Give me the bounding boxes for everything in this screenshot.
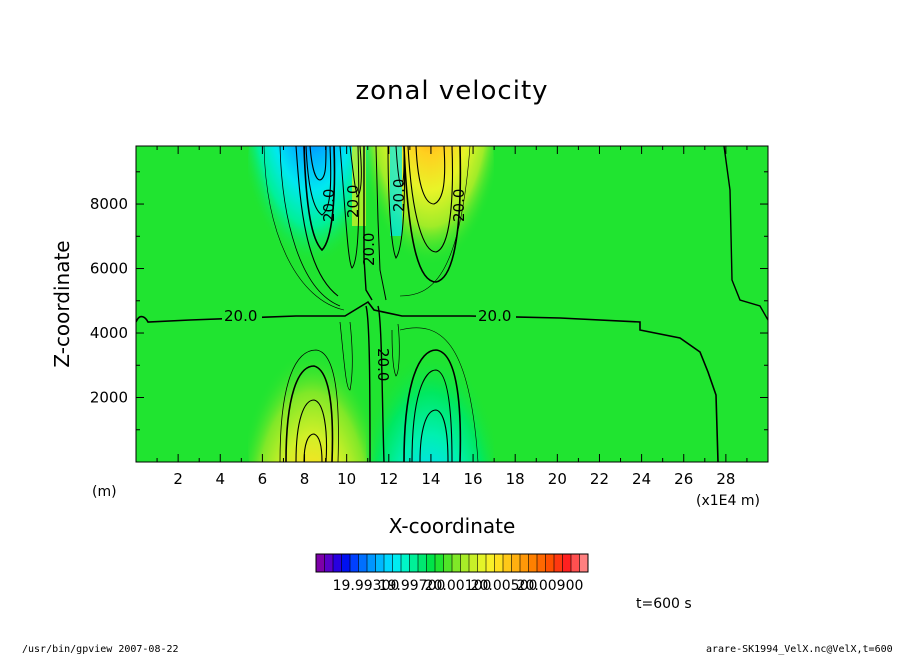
x-tick-label: 18: [506, 470, 525, 488]
colorbar-swatch: [460, 554, 470, 572]
contour-label-group: 20.0 20.0 20.0 20.0 20.0 20.0 20.0 20.0: [222, 179, 516, 381]
x-tick-label: 26: [674, 470, 693, 488]
y-axis-label: Z-coordinate: [50, 240, 74, 368]
contour-label: 20.0: [224, 307, 257, 325]
x-tick-label: 10: [337, 470, 356, 488]
colorbar-swatch: [469, 554, 478, 572]
colorbar-swatch: [358, 554, 368, 572]
chart-title: zonal velocity: [355, 76, 549, 106]
contour-label: 20.0: [478, 307, 511, 325]
contour-label: 20.0: [360, 233, 378, 266]
colorbar-frame: [315, 553, 589, 573]
colorbar-swatch: [494, 554, 504, 572]
x-tick-label: 6: [258, 470, 268, 488]
colorbar-swatch: [350, 554, 359, 572]
colorbar-swatch: [486, 554, 495, 572]
x-tick-label: 24: [632, 470, 651, 488]
colorbar-swatch: [443, 554, 453, 572]
x-tick-label: 12: [379, 470, 398, 488]
x-tick-label: 28: [716, 470, 735, 488]
colorbar-swatch: [426, 554, 436, 572]
colorbar-swatch: [333, 554, 342, 572]
colorbar-swatch: [384, 554, 393, 572]
colorbar-swatch: [452, 554, 461, 572]
x-tick-label: 8: [300, 470, 310, 488]
min-region-lower-right: [366, 300, 494, 462]
y-tick-label: 4000: [90, 324, 128, 342]
min-region-upper-left: [248, 146, 376, 320]
contour-label: 20.0: [450, 189, 468, 222]
colorbar-swatch: [435, 554, 444, 572]
colorbar-tick-label: 20.00500: [471, 578, 538, 594]
x-tick-label: 22: [590, 470, 609, 488]
colorbar-swatch: [316, 554, 325, 572]
colorbar-tick-label: 19.99300: [333, 578, 400, 594]
x-tick-label: 4: [215, 470, 225, 488]
colorbar-swatch: [409, 554, 419, 572]
colorbar-swatch: [554, 554, 563, 572]
x-axis-label: X-coordinate: [388, 514, 516, 538]
colorbar-swatch: [545, 554, 555, 572]
colorbar-swatch: [324, 554, 334, 572]
contour-label: 20.0: [344, 185, 362, 218]
x-tick-label: 2: [173, 470, 183, 488]
max-region-upper-right: [366, 146, 494, 320]
colorbar-swatch: [375, 554, 385, 572]
x-axis: 2 4 6 8 10 12 14 16 18 20 22 24 26 28: [156, 146, 748, 488]
colorbar-swatch: [418, 554, 427, 572]
x-tick-label: 16: [464, 470, 483, 488]
x-tick-label: 20: [548, 470, 567, 488]
footer-right: arare-SK1994_VelX.nc@VelX,t=600: [706, 644, 893, 655]
x-tick-label: 14: [421, 470, 440, 488]
colorbar-swatch: [341, 554, 351, 572]
colorbar-tick-label: 19.99700: [379, 578, 446, 594]
colorbar-swatch: [401, 554, 410, 572]
colorbar-tick-label: 20.00100: [425, 578, 492, 594]
x-unit-label: (m): [92, 484, 117, 500]
colorbar-swatch: [579, 554, 589, 572]
colorbar-tick-label: 20.00900: [517, 578, 584, 594]
colorbar-swatch: [503, 554, 512, 572]
y-tick-label: 6000: [90, 260, 128, 278]
heatmap-field: 20.0 20.0 20.0 20.0 20.0 20.0 20.0 20.0: [136, 146, 768, 462]
colorbar-swatch: [528, 554, 538, 572]
colorbar-swatch: [367, 554, 376, 572]
y-tick-label: 8000: [90, 195, 128, 213]
contour-label: 20.0: [390, 179, 408, 212]
colorbar-swatch: [511, 554, 521, 572]
x-scale-note: (x1E4 m): [696, 493, 760, 509]
colorbar-swatch: [520, 554, 529, 572]
contour-label: 20.0: [374, 348, 392, 381]
max-region-lower-left: [248, 300, 376, 462]
contour-lines: [136, 146, 768, 462]
colorbar-swatch: [477, 554, 487, 572]
y-axis: 2000 4000 6000 8000: [90, 171, 768, 431]
colorbar-swatch: [571, 554, 580, 572]
colorbar-swatch: [562, 554, 572, 572]
contour-label: 20.0: [320, 189, 338, 222]
time-label: t=600 s: [636, 596, 692, 612]
y-tick-label: 2000: [90, 389, 128, 407]
colorbar-swatch: [537, 554, 546, 572]
footer-left: /usr/bin/gpview 2007-08-22: [22, 644, 179, 655]
colorbar-swatch: [392, 554, 402, 572]
